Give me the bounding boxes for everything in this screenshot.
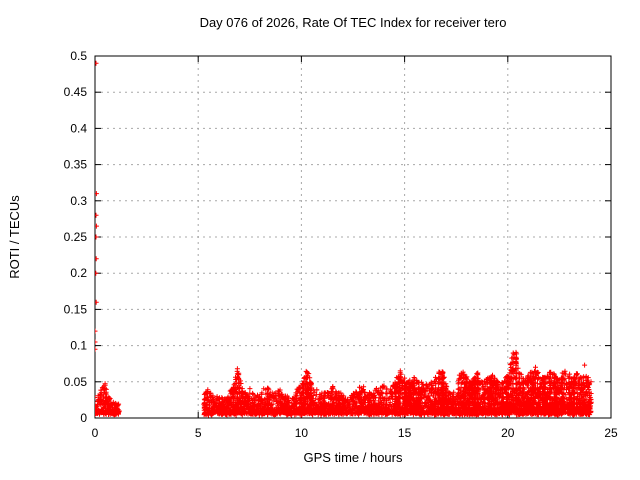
scatter-points bbox=[95, 60, 594, 418]
y-tick-label: 0.2 bbox=[70, 266, 87, 280]
x-tick-label: 20 bbox=[501, 426, 515, 440]
y-tick-labels: 0 0.05 0.1 0.15 0.2 0.25 0.3 0.35 0.4 0.45 0.5 bbox=[64, 49, 88, 425]
y-tick-label: 0.45 bbox=[64, 85, 88, 99]
x-tick-label: 5 bbox=[195, 426, 202, 440]
grid-lines bbox=[95, 56, 611, 418]
y-tick-label: 0.3 bbox=[70, 194, 87, 208]
y-tick-label: 0.4 bbox=[70, 121, 87, 135]
y-tick-label: 0.25 bbox=[64, 230, 88, 244]
x-tick-label: 10 bbox=[295, 426, 309, 440]
y-axis-label: ROTI / TECUs bbox=[7, 195, 22, 279]
x-tick-label: 15 bbox=[398, 426, 412, 440]
y-tick-label: 0.35 bbox=[64, 158, 88, 172]
x-axis-label: GPS time / hours bbox=[304, 450, 403, 465]
x-tick-label: 25 bbox=[604, 426, 618, 440]
y-tick-label: 0.5 bbox=[70, 49, 87, 63]
chart-title: Day 076 of 2026, Rate Of TEC Index for r… bbox=[200, 15, 507, 30]
y-tick-label: 0.1 bbox=[70, 339, 87, 353]
x-tick-label: 0 bbox=[92, 426, 99, 440]
y-tick-label: 0 bbox=[80, 411, 87, 425]
y-tick-label: 0.05 bbox=[64, 375, 88, 389]
y-tick-label: 0.15 bbox=[64, 302, 88, 316]
x-tick-labels: 0 5 10 15 20 25 bbox=[92, 426, 618, 440]
